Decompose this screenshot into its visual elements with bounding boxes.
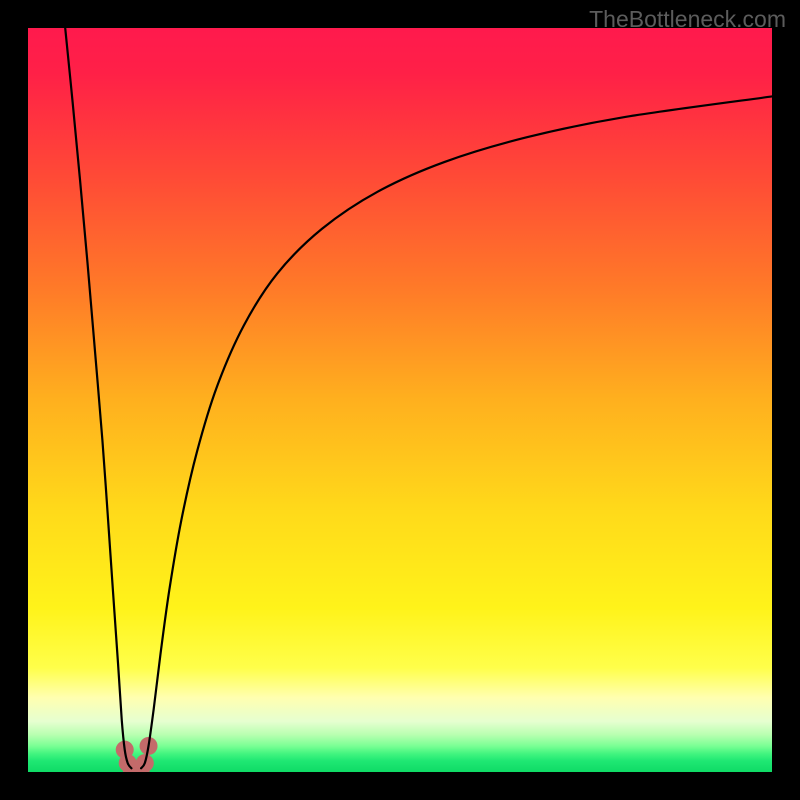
- chart-frame: TheBottleneck.com: [0, 0, 800, 800]
- curve-right: [141, 96, 772, 768]
- watermark-label: TheBottleneck.com: [589, 6, 786, 33]
- chart-svg: [0, 0, 800, 800]
- curve-left: [65, 28, 131, 768]
